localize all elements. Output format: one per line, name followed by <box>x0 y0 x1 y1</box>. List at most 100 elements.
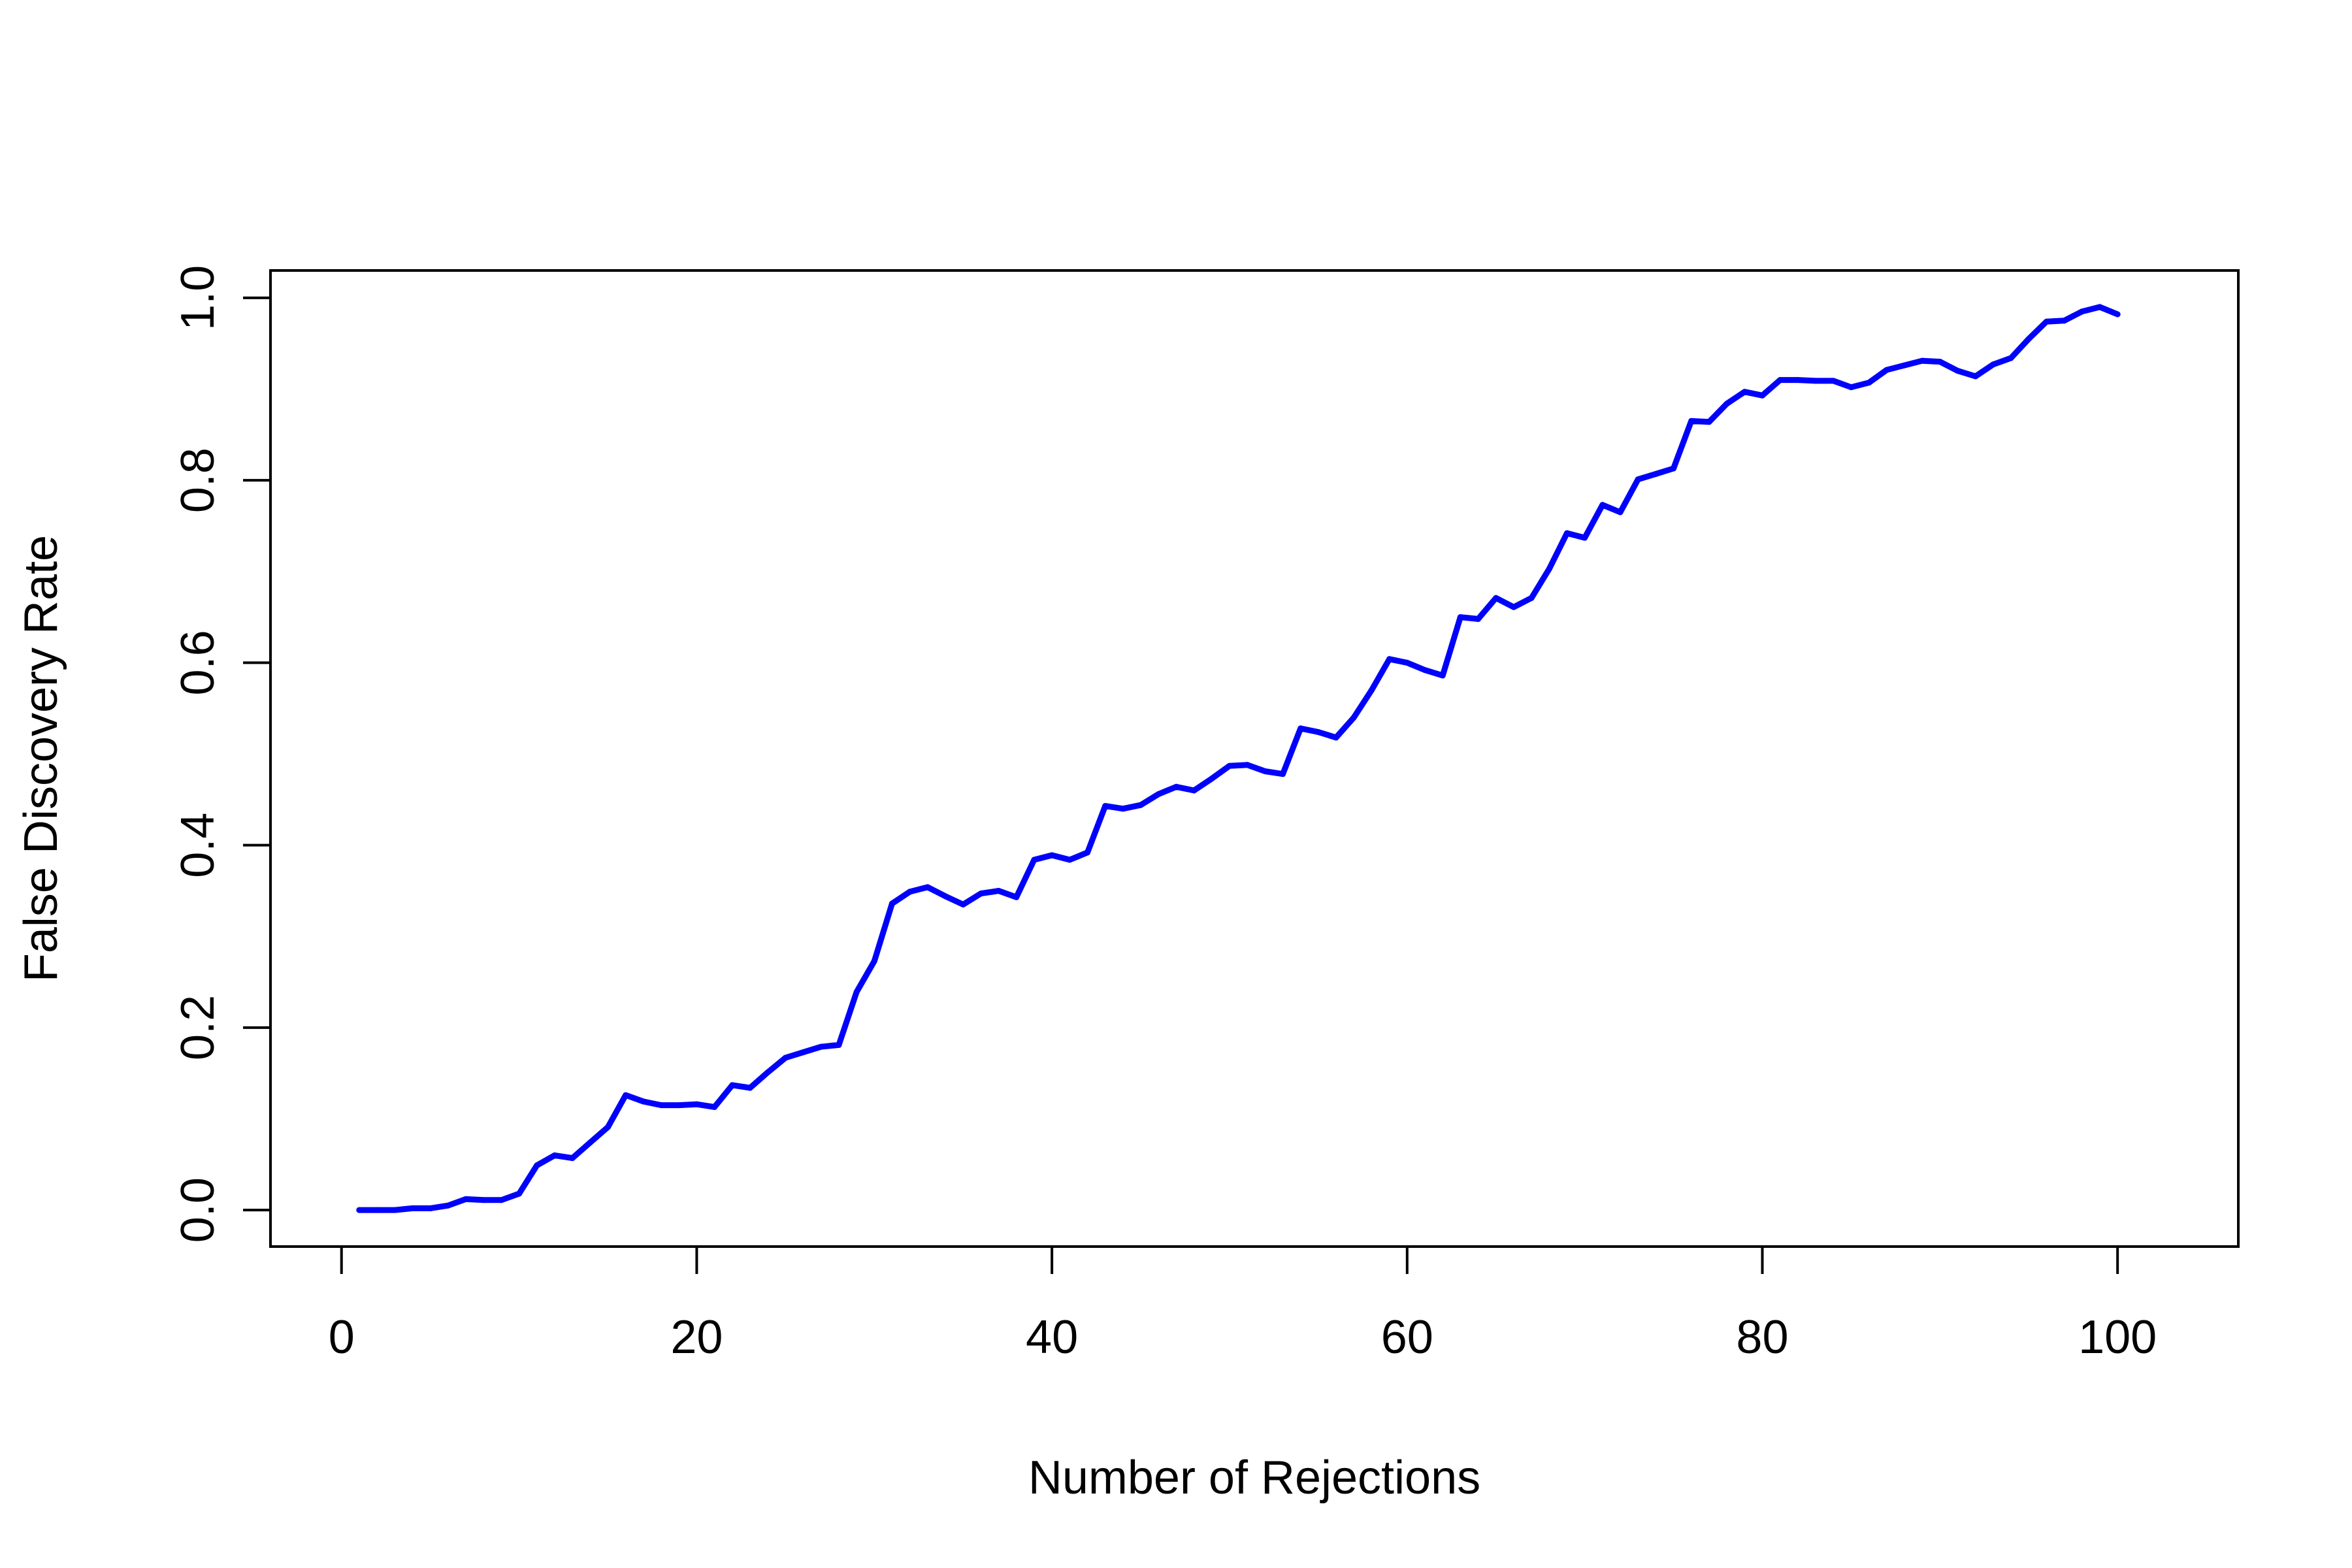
data-point <box>1226 762 1233 769</box>
data-point <box>1671 465 1676 472</box>
data-points <box>356 304 2121 1213</box>
data-point <box>1120 806 1126 812</box>
x-tick-label: 20 <box>670 1311 723 1364</box>
data-point <box>445 1202 451 1209</box>
x-tick-label: 100 <box>2078 1311 2157 1364</box>
data-point <box>1972 373 1979 380</box>
data-point <box>960 901 966 907</box>
data-point <box>764 1069 771 1075</box>
y-tick-label: 0.4 <box>172 813 224 878</box>
data-point <box>1137 802 1144 808</box>
data-point <box>658 1102 664 1109</box>
data-point <box>1013 894 1020 900</box>
data-point <box>818 1043 825 1050</box>
data-point <box>1173 783 1179 790</box>
data-point <box>1422 667 1428 674</box>
x-axis-label: Number of Rejections <box>1028 1452 1480 1504</box>
data-point <box>1085 849 1090 856</box>
data-point <box>534 1162 540 1169</box>
data-point <box>2025 336 2032 342</box>
data-point <box>1404 659 1411 666</box>
data-point <box>1333 734 1339 741</box>
data-point <box>1688 417 1695 424</box>
data-point <box>480 1197 487 1203</box>
data-point <box>977 890 984 897</box>
data-point <box>853 988 860 995</box>
data-point <box>2114 311 2121 318</box>
data-point <box>747 1085 753 1091</box>
data-point <box>1830 378 1837 384</box>
data-point <box>1280 771 1286 777</box>
data-point <box>374 1207 380 1213</box>
data-point <box>2061 318 2068 324</box>
y-tick-label: 0.0 <box>172 1177 224 1243</box>
data-point <box>1759 392 1765 399</box>
data-point <box>1209 776 1215 782</box>
data-point <box>1848 384 1854 391</box>
y-axis-label: False Discovery Rate <box>15 535 67 982</box>
data-point <box>1990 361 1997 368</box>
data-point <box>1457 614 1463 621</box>
x-tick-label: 80 <box>1736 1311 1788 1364</box>
data-point <box>1901 362 1908 368</box>
data-point <box>1777 377 1784 384</box>
data-point <box>1298 725 1304 732</box>
data-point <box>1475 615 1481 622</box>
data-point <box>729 1082 736 1088</box>
data-point <box>1812 378 1819 384</box>
data-point <box>1493 595 1499 601</box>
data-point <box>1102 803 1109 809</box>
data-point <box>623 1092 629 1098</box>
data-point <box>907 889 913 895</box>
data-point <box>800 1049 806 1056</box>
data-point <box>1563 530 1570 536</box>
data-point <box>1617 509 1624 515</box>
data-point <box>1066 857 1073 863</box>
data-point <box>836 1041 842 1048</box>
x-tick-label: 60 <box>1381 1311 1433 1364</box>
data-point <box>1528 595 1535 601</box>
x-tick-label: 0 <box>329 1311 355 1364</box>
data-point <box>1866 380 1872 386</box>
data-point <box>676 1102 682 1109</box>
data-point <box>693 1101 700 1107</box>
data-point <box>1439 672 1446 679</box>
data-point <box>1031 857 1037 863</box>
data-point <box>2008 355 2014 361</box>
data-point <box>871 958 877 964</box>
data-point <box>711 1103 718 1110</box>
data-point <box>605 1124 611 1130</box>
data-point <box>1652 470 1659 477</box>
data-point <box>640 1098 647 1105</box>
y-tick-label: 1.0 <box>172 265 224 331</box>
data-point <box>1315 729 1322 735</box>
data-point <box>924 884 931 890</box>
data-point <box>1936 359 1943 365</box>
data-point <box>2079 308 2085 315</box>
data-point <box>889 900 895 907</box>
data-point <box>1244 762 1250 768</box>
data-point <box>1884 367 1890 373</box>
data-point <box>1386 656 1393 662</box>
data-point <box>1955 368 1961 374</box>
data-point <box>2097 304 2103 310</box>
data-point <box>1599 502 1606 508</box>
data-point <box>1795 377 1801 384</box>
data-point <box>498 1197 504 1203</box>
data-point <box>1546 566 1552 572</box>
data-point <box>1049 852 1055 858</box>
data-point <box>1511 604 1517 610</box>
data-point <box>391 1207 398 1213</box>
data-point <box>942 893 949 900</box>
plot-frame <box>269 269 2240 1248</box>
data-point <box>463 1196 469 1202</box>
data-point <box>1350 714 1357 721</box>
data-point <box>1741 389 1748 395</box>
data-point <box>1919 357 1925 364</box>
data-point <box>1635 476 1641 483</box>
data-point <box>516 1190 523 1197</box>
x-axis: 0 20 40 60 80 100 <box>329 1245 2157 1364</box>
data-point <box>427 1205 434 1211</box>
y-axis: 0.0 0.2 0.4 0.6 0.8 1.0 <box>172 265 272 1243</box>
